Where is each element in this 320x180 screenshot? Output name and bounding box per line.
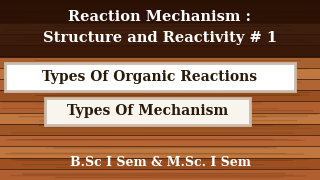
Text: Structure and Reactivity # 1: Structure and Reactivity # 1 — [43, 31, 277, 45]
Bar — [0, 34, 320, 45]
Bar — [0, 68, 320, 79]
Text: B.Sc I Sem & M.Sc. I Sem: B.Sc I Sem & M.Sc. I Sem — [69, 156, 251, 168]
Bar — [0, 45, 320, 56]
Bar — [45, 98, 250, 125]
Text: Reaction Mechanism :: Reaction Mechanism : — [68, 10, 252, 24]
Bar — [0, 112, 320, 124]
Bar — [0, 90, 320, 101]
Bar — [0, 0, 320, 58]
Bar — [0, 0, 320, 11]
Bar — [0, 22, 320, 34]
Text: Types Of Mechanism: Types Of Mechanism — [67, 105, 228, 118]
Bar — [0, 146, 320, 158]
Text: Types Of Organic Reactions: Types Of Organic Reactions — [43, 70, 258, 84]
Bar — [0, 124, 320, 135]
Bar — [0, 79, 320, 90]
Bar — [0, 11, 320, 22]
Bar — [0, 101, 320, 112]
Bar — [0, 135, 320, 146]
Bar — [0, 56, 320, 68]
Bar — [0, 169, 320, 180]
Bar — [0, 0, 320, 4]
Bar — [0, 158, 320, 169]
Bar — [5, 63, 295, 91]
